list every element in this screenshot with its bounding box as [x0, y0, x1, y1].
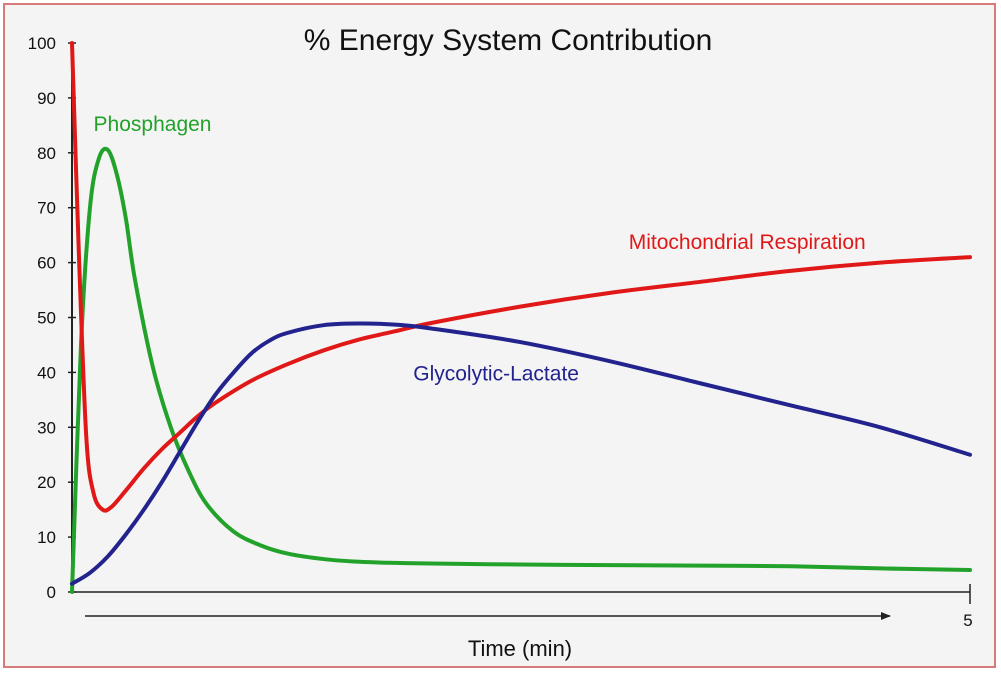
axes: 0 10 20 30 40 50 60 70 80 90 100 5	[28, 34, 973, 630]
series-line-mitochondrial-respiration	[70, 41, 972, 513]
y-tick-label: 100	[28, 34, 56, 53]
y-tick-label: 0	[47, 583, 56, 602]
y-tick-label: 30	[37, 418, 56, 437]
series-line-glycolytic-lactate	[70, 321, 972, 586]
x-tick-label: 5	[963, 611, 972, 630]
chart-frame	[3, 3, 996, 668]
series-label-glycolytic-lactate: Glycolytic-Lactate	[413, 363, 579, 386]
x-axis-label: Time (min)	[468, 636, 572, 661]
y-tick-label: 50	[37, 309, 56, 328]
series-line-phosphagen	[70, 146, 972, 594]
y-tick-label: 10	[37, 528, 56, 547]
series-label-mitochondrial-respiration: Mitochondrial Respiration	[629, 231, 866, 254]
chart-title: % Energy System Contribution	[304, 24, 713, 57]
y-tick-label: 20	[37, 473, 56, 492]
series-label-phosphagen: Phosphagen	[94, 113, 212, 136]
series-labels: Phosphagen Mitochondrial Respiration Glyco…	[94, 113, 866, 386]
y-tick-label: 80	[37, 144, 56, 163]
series-lines	[70, 41, 972, 594]
y-tick-label: 90	[37, 89, 56, 108]
y-tick-label: 60	[37, 254, 56, 273]
y-tick-label: 40	[37, 363, 56, 382]
y-tick-label: 70	[37, 199, 56, 218]
